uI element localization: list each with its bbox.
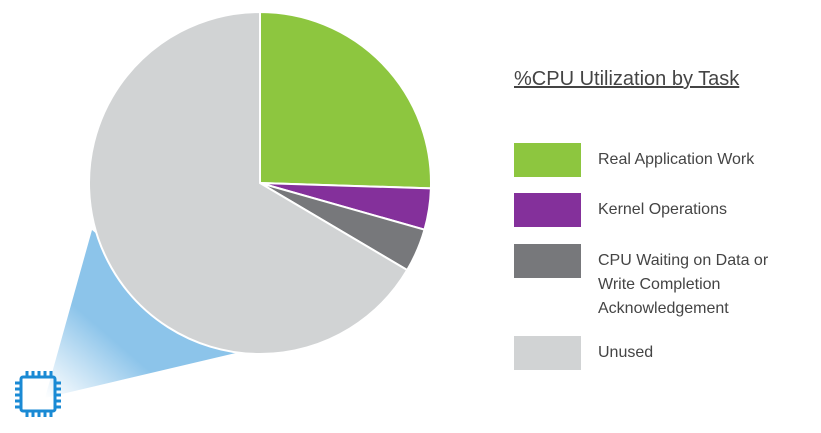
legend-title: %CPU Utilization by Task <box>514 68 740 90</box>
pie-slice <box>88 10 409 355</box>
legend-label: Kernel Operations <box>598 201 727 218</box>
legend-label: Unused <box>598 344 654 361</box>
legend-label: Real Application Work <box>598 151 755 168</box>
legend-label: CPU Waiting on Data or Write Completion … <box>598 252 769 317</box>
legend-swatch <box>514 143 581 177</box>
legend-swatch <box>514 244 581 278</box>
pie <box>88 10 432 355</box>
legend-swatch <box>514 336 581 370</box>
pie-slice <box>259 10 432 190</box>
legend-swatch <box>514 193 581 227</box>
chip-icon <box>15 371 61 417</box>
zoom-cone <box>45 230 240 398</box>
